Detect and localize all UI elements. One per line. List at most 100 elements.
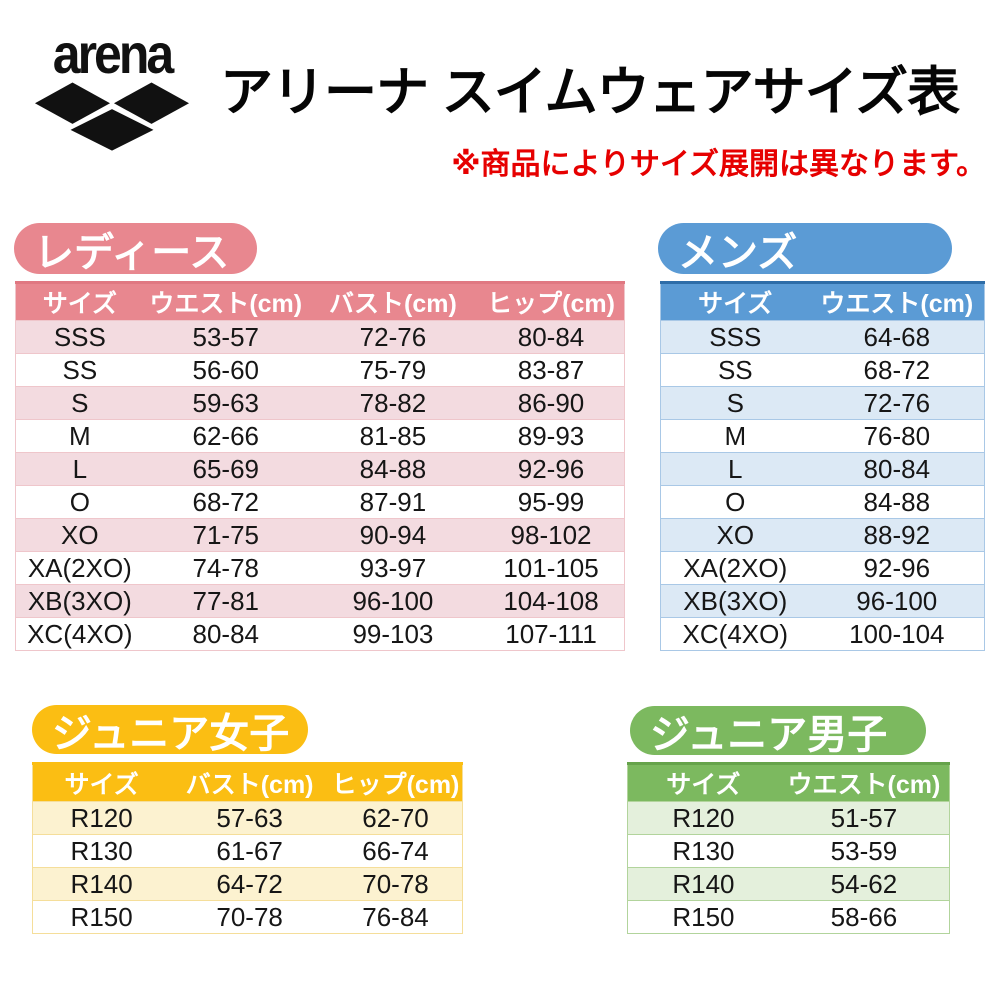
table-row: R140 64-72 70-78 <box>32 867 463 901</box>
measurement-cell: 74-78 <box>143 551 308 585</box>
measurement-cell: 96-100 <box>809 584 985 618</box>
page-title: アリーナ スイムウェアサイズ表 <box>220 63 960 122</box>
ladies-size-table: サイズ ウエスト(cm) バスト(cm) ヒップ(cm) SSS 53-57 72-76 8… <box>15 281 625 651</box>
table-row: XB(3XO) 77-81 96-100 104-108 <box>15 584 625 618</box>
measurement-cell: 56-60 <box>143 353 308 387</box>
measurement-cell: 62-70 <box>328 801 463 835</box>
measurement-cell: 104-108 <box>478 584 625 618</box>
size-cell: O <box>15 485 144 519</box>
column-header: サイズ <box>15 281 144 321</box>
size-cell: L <box>660 452 810 486</box>
table-row: XC(4XO) 100-104 <box>660 617 985 651</box>
table-row: SSS 64-68 <box>660 320 985 354</box>
measurement-cell: 57-63 <box>170 801 329 835</box>
measurement-cell: 71-75 <box>143 518 308 552</box>
measurement-cell: 80-84 <box>809 452 985 486</box>
measurement-cell: 84-88 <box>809 485 985 519</box>
size-cell: R140 <box>627 867 779 901</box>
measurement-cell: 86-90 <box>478 386 625 420</box>
table-row: M 62-66 81-85 89-93 <box>15 419 625 453</box>
measurement-cell: 75-79 <box>307 353 479 387</box>
table-row: R140 54-62 <box>627 867 950 901</box>
size-cell: SSS <box>660 320 810 354</box>
junior-girls-size-table: サイズ バスト(cm) ヒップ(cm) R120 57-63 62-70 R130 61-6… <box>32 762 463 934</box>
measurement-cell: 87-91 <box>307 485 479 519</box>
column-header: サイズ <box>32 762 171 802</box>
measurement-cell: 78-82 <box>307 386 479 420</box>
size-cell: S <box>660 386 810 420</box>
measurement-cell: 99-103 <box>307 617 479 651</box>
measurement-cell: 107-111 <box>478 617 625 651</box>
table-row: R130 61-67 66-74 <box>32 834 463 868</box>
column-header: ウエスト(cm) <box>809 281 985 321</box>
measurement-cell: 53-57 <box>143 320 308 354</box>
measurement-cell: 64-72 <box>170 867 329 901</box>
arena-logo: arena <box>33 26 191 154</box>
measurement-cell: 96-100 <box>307 584 479 618</box>
measurement-cell: 81-85 <box>307 419 479 453</box>
junior-boys-section-badge: ジュニア男子 <box>630 706 926 757</box>
measurement-cell: 61-67 <box>170 834 329 868</box>
table-row: L 65-69 84-88 92-96 <box>15 452 625 486</box>
size-cell: R120 <box>627 801 779 835</box>
table-row: O 68-72 87-91 95-99 <box>15 485 625 519</box>
measurement-cell: 88-92 <box>809 518 985 552</box>
arena-diamonds-icon <box>34 82 190 151</box>
measurement-cell: 68-72 <box>143 485 308 519</box>
measurement-cell: 59-63 <box>143 386 308 420</box>
column-header: バスト(cm) <box>170 762 329 802</box>
table-row: SSS 53-57 72-76 80-84 <box>15 320 625 354</box>
header-row: サイズ ウエスト(cm) <box>660 281 985 321</box>
column-header: サイズ <box>627 762 779 802</box>
measurement-cell: 54-62 <box>778 867 950 901</box>
table-row: XO 71-75 90-94 98-102 <box>15 518 625 552</box>
size-cell: R150 <box>32 900 171 934</box>
measurement-cell: 98-102 <box>478 518 625 552</box>
table-row: R130 53-59 <box>627 834 950 868</box>
table-row: XB(3XO) 96-100 <box>660 584 985 618</box>
measurement-cell: 89-93 <box>478 419 625 453</box>
column-header: バスト(cm) <box>307 281 479 321</box>
measurement-cell: 80-84 <box>143 617 308 651</box>
measurement-cell: 92-96 <box>478 452 625 486</box>
ladies-section-badge: レディース <box>14 223 257 275</box>
size-variation-note: ※商品によりサイズ展開は異なります。 <box>451 148 986 181</box>
size-cell: R150 <box>627 900 779 934</box>
measurement-cell: 66-74 <box>328 834 463 868</box>
column-header: ウエスト(cm) <box>778 762 950 802</box>
measurement-cell: 58-66 <box>778 900 950 934</box>
table-row: R150 70-78 76-84 <box>32 900 463 934</box>
size-cell: O <box>660 485 810 519</box>
measurement-cell: 51-57 <box>778 801 950 835</box>
junior-boys-size-table: サイズ ウエスト(cm) R120 51-57 R130 53-59 R140 54-62 R… <box>627 762 950 934</box>
size-cell: SS <box>660 353 810 387</box>
table-row: R120 57-63 62-70 <box>32 801 463 835</box>
column-header: サイズ <box>660 281 810 321</box>
size-cell: XO <box>15 518 144 552</box>
size-cell: SSS <box>15 320 144 354</box>
header-row: サイズ ウエスト(cm) バスト(cm) ヒップ(cm) <box>15 281 625 321</box>
size-cell: R130 <box>32 834 171 868</box>
table-row: SS 68-72 <box>660 353 985 387</box>
size-cell: R130 <box>627 834 779 868</box>
size-cell: M <box>660 419 810 453</box>
size-cell: R120 <box>32 801 171 835</box>
measurement-cell: 65-69 <box>143 452 308 486</box>
measurement-cell: 101-105 <box>478 551 625 585</box>
size-cell: XB(3XO) <box>15 584 144 618</box>
measurement-cell: 62-66 <box>143 419 308 453</box>
measurement-cell: 93-97 <box>307 551 479 585</box>
table-row: R120 51-57 <box>627 801 950 835</box>
size-cell: XO <box>660 518 810 552</box>
measurement-cell: 90-94 <box>307 518 479 552</box>
measurement-cell: 70-78 <box>170 900 329 934</box>
measurement-cell: 95-99 <box>478 485 625 519</box>
table-row: S 59-63 78-82 86-90 <box>15 386 625 420</box>
table-row: S 72-76 <box>660 386 985 420</box>
measurement-cell: 80-84 <box>478 320 625 354</box>
size-cell: S <box>15 386 144 420</box>
column-header: ヒップ(cm) <box>328 762 463 802</box>
measurement-cell: 83-87 <box>478 353 625 387</box>
table-row: R150 58-66 <box>627 900 950 934</box>
